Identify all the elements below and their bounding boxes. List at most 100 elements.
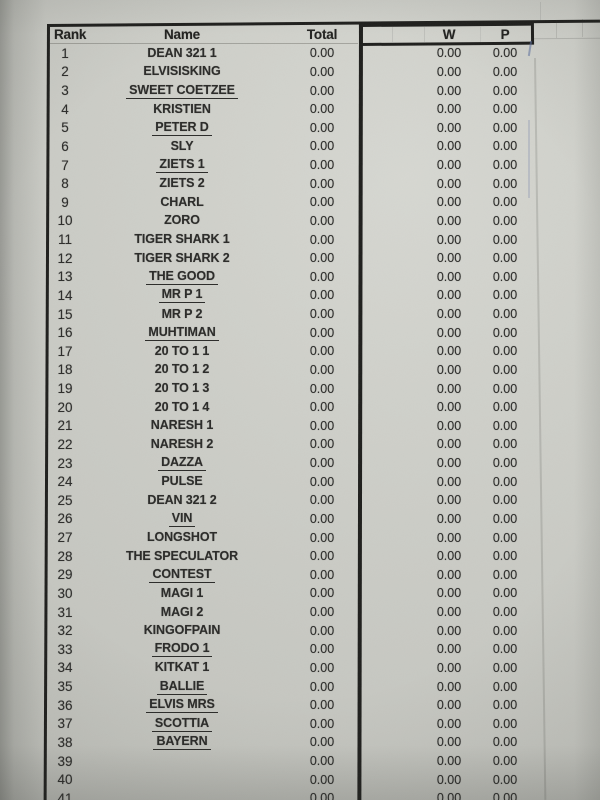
table-row: 35 BALLIE 0.00 0.00 0.00: [0, 677, 600, 696]
table-row: 19 20 TO 1 3 0.00 0.00 0.00: [0, 379, 600, 398]
total-cell: 0.00: [309, 493, 335, 508]
w-cell: 0.00: [436, 251, 462, 266]
p-cell: 0.00: [492, 549, 518, 564]
name-cell: KINGOFPAIN: [82, 621, 282, 640]
rank-cell: 39: [57, 753, 73, 769]
total-cell: 0.00: [309, 120, 335, 135]
total-cell: 0.00: [309, 46, 335, 61]
rank-cell: 19: [57, 381, 73, 397]
p-cell: 0.00: [492, 474, 518, 489]
name-cell: MAGI 2: [82, 603, 282, 622]
rank-cell: 8: [61, 176, 69, 192]
total-cell: 0.00: [309, 158, 335, 173]
table-row: 25 DEAN 321 2 0.00 0.00 0.00: [0, 491, 600, 510]
p-cell: 0.00: [492, 83, 518, 98]
table-row: 26 VIN 0.00 0.00 0.00: [0, 510, 600, 529]
total-cell: 0.00: [309, 139, 335, 154]
w-cell: 0.00: [436, 623, 462, 638]
p-cell: 0.00: [492, 698, 518, 713]
name-cell: VIN: [82, 510, 282, 529]
p-cell: 0.00: [492, 456, 518, 471]
total-cell: 0.00: [309, 586, 335, 601]
name-text: MAGI 2: [160, 604, 204, 619]
total-cell: 0.00: [309, 288, 335, 303]
name-cell: [82, 770, 282, 789]
table-row: 10 ZORO 0.00 0.00 0.00: [0, 212, 600, 231]
name-cell: ZIETS 1: [82, 156, 282, 175]
p-cell: 0.00: [492, 605, 518, 620]
name-text: ZORO: [164, 213, 200, 228]
p-cell: 0.00: [492, 307, 518, 322]
name-text: DAZZA: [158, 455, 206, 472]
name-text: ZIETS 2: [159, 176, 205, 191]
name-cell: PETER D: [82, 119, 282, 138]
name-cell: SWEET COETZEE: [82, 81, 282, 100]
table-row: 13 THE GOOD 0.00 0.00 0.00: [0, 268, 600, 287]
total-cell: 0.00: [309, 307, 335, 322]
w-cell: 0.00: [436, 232, 462, 247]
rank-cell: 7: [61, 157, 69, 173]
w-cell: 0.00: [436, 511, 462, 526]
w-cell: 0.00: [436, 195, 462, 210]
w-cell: 0.00: [436, 64, 462, 79]
name-cell: SLY: [82, 137, 282, 156]
name-text: ZIETS 1: [156, 157, 208, 174]
name-text: SLY: [170, 138, 194, 153]
p-cell: 0.00: [492, 567, 518, 582]
rank-cell: 33: [57, 641, 73, 657]
total-cell: 0.00: [309, 344, 335, 359]
name-text: PULSE: [161, 474, 203, 489]
table-row: 2 ELVISISKING 0.00 0.00 0.00: [0, 63, 600, 82]
p-cell: 0.00: [492, 176, 518, 191]
name-text: KITKAT 1: [154, 660, 210, 675]
w-cell: 0.00: [436, 698, 462, 713]
table-row: 36 ELVIS MRS 0.00 0.00 0.00: [0, 696, 600, 715]
table-row: 6 SLY 0.00 0.00 0.00: [0, 137, 600, 156]
name-cell: 20 TO 1 4: [82, 398, 282, 417]
total-cell: 0.00: [309, 232, 335, 247]
w-cell: 0.00: [436, 158, 462, 173]
column-header-total: Total: [306, 27, 338, 42]
rank-cell: 36: [57, 697, 73, 713]
name-text: [179, 798, 185, 799]
name-text: MR P 1: [158, 287, 206, 304]
name-cell: 20 TO 1 3: [82, 379, 282, 398]
name-text: LONGSHOT: [146, 530, 218, 545]
total-cell: 0.00: [309, 418, 335, 433]
total-cell: 0.00: [309, 269, 335, 284]
table-row: 5 PETER D 0.00 0.00 0.00: [0, 119, 600, 138]
rank-cell: 17: [57, 343, 73, 359]
w-cell: 0.00: [436, 735, 462, 750]
p-cell: 0.00: [492, 251, 518, 266]
table-row: 11 TIGER SHARK 1 0.00 0.00 0.00: [0, 230, 600, 249]
w-cell: 0.00: [436, 418, 462, 433]
w-cell: 0.00: [436, 139, 462, 154]
rank-cell: 25: [57, 492, 73, 508]
p-cell: 0.00: [492, 754, 518, 769]
p-cell: 0.00: [492, 586, 518, 601]
name-text: THE SPECULATOR: [125, 548, 239, 563]
name-cell: CHARL: [82, 193, 282, 212]
total-cell: 0.00: [309, 772, 335, 787]
w-cell: 0.00: [436, 791, 462, 800]
w-cell: 0.00: [436, 102, 462, 117]
p-cell: 0.00: [492, 232, 518, 247]
rank-cell: 41: [57, 790, 73, 800]
table-row: 15 MR P 2 0.00 0.00 0.00: [0, 305, 600, 324]
w-cell: 0.00: [436, 474, 462, 489]
name-cell: ELVISISKING: [82, 63, 282, 82]
rank-cell: 31: [57, 604, 73, 620]
table-row: 1 DEAN 321 1 0.00 0.00 0.00: [0, 44, 600, 63]
w-cell: 0.00: [436, 716, 462, 731]
rank-cell: 18: [57, 362, 73, 378]
name-text: MUHTIMAN: [145, 325, 219, 341]
w-cell: 0.00: [436, 307, 462, 322]
w-cell: 0.00: [436, 772, 462, 787]
total-cell: 0.00: [309, 642, 335, 657]
name-text: PETER D: [152, 120, 212, 136]
p-cell: 0.00: [492, 269, 518, 284]
rank-cell: 9: [61, 194, 69, 210]
name-text: THE GOOD: [146, 269, 218, 285]
total-cell: 0.00: [309, 195, 335, 210]
table-row: 17 20 TO 1 1 0.00 0.00 0.00: [0, 342, 600, 361]
